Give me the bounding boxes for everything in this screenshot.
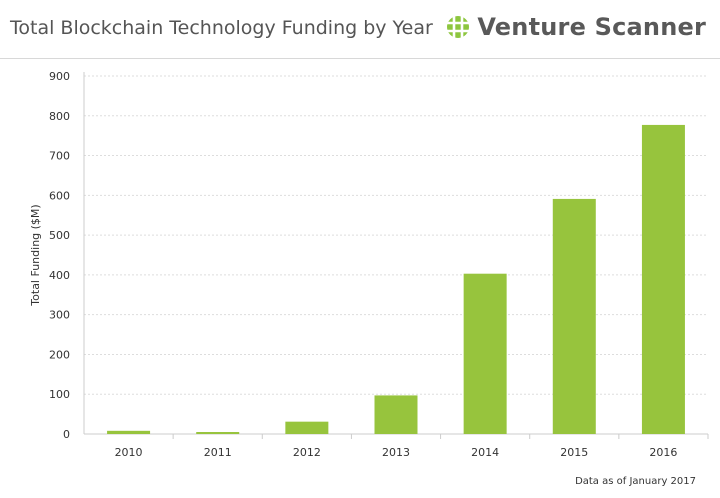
data-date-note: Data as of January 2017: [575, 476, 696, 487]
chart-title: Total Blockchain Technology Funding by Y…: [10, 17, 433, 39]
bar-2016: [641, 124, 685, 434]
y-tick-label: 500: [49, 229, 70, 242]
y-tick-label: 700: [49, 150, 70, 163]
y-tick-label: 600: [49, 189, 70, 202]
green-grid-globe-icon: [447, 16, 470, 38]
bar-2015: [552, 198, 596, 434]
y-tick-label: 800: [49, 110, 70, 123]
y-tick-label: 900: [49, 70, 70, 83]
y-tick-label: 400: [49, 269, 70, 282]
bar-2013: [374, 395, 418, 434]
chart-header: Total Blockchain Technology Funding by Y…: [0, 0, 720, 58]
y-tick-label: 100: [49, 388, 70, 401]
y-axis-label: Total Funding ($M): [29, 204, 42, 306]
x-tick-label: 2014: [471, 446, 499, 459]
y-tick-label: 200: [49, 348, 70, 361]
header-divider: [0, 58, 720, 59]
bar-2011: [196, 432, 240, 434]
y-tick-label: 300: [49, 309, 70, 322]
x-tick-label: 2013: [382, 446, 410, 459]
brand-name: Venture Scanner: [477, 13, 706, 41]
x-tick-label: 2010: [115, 446, 143, 459]
brand-logo: Venture Scanner: [445, 12, 706, 42]
x-tick-label: 2012: [293, 446, 321, 459]
y-tick-label: 0: [63, 428, 70, 441]
x-tick-label: 2011: [204, 446, 232, 459]
bar-2012: [285, 421, 329, 434]
x-tick-label: 2015: [560, 446, 588, 459]
bar-2010: [107, 430, 151, 434]
x-tick-label: 2016: [649, 446, 677, 459]
bar-2014: [463, 273, 507, 434]
